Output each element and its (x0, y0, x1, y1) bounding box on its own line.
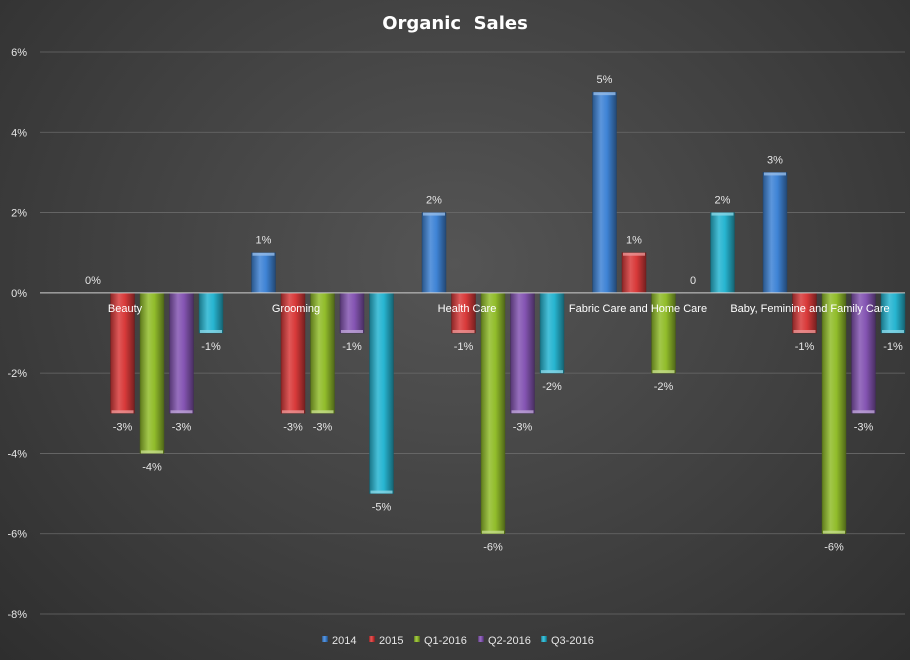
y-tick-label: 0% (11, 288, 27, 300)
category-label: Fabric Care and Home Care (569, 303, 707, 315)
legend-label: 2014 (332, 635, 356, 647)
data-label: -2% (542, 381, 562, 393)
data-label: -1% (883, 341, 903, 353)
data-label: -1% (795, 341, 815, 353)
data-label: 1% (626, 235, 642, 247)
bar-cap (882, 330, 904, 333)
bar-cap (623, 252, 645, 256)
bar-q2-2016 (339, 292, 365, 334)
bar-2014 (421, 212, 447, 294)
data-label: 3% (767, 154, 783, 166)
bar-cap (311, 410, 334, 414)
legend: 2014 2015 Q1-2016 Q2-2016 Q3-2016 (322, 635, 594, 647)
data-label: -6% (483, 542, 503, 554)
bar-2015 (280, 292, 306, 414)
bar-cap (370, 490, 393, 494)
category-label: Baby, Feminine and Family Care (730, 303, 889, 315)
bar-cap (593, 92, 616, 96)
legend-label: Q3-2016 (551, 635, 594, 647)
data-label: -3% (172, 421, 192, 433)
bar-cap (793, 330, 816, 333)
bar-cap (852, 410, 875, 414)
bar-cap (541, 370, 563, 374)
bar-q2-2016 (510, 292, 535, 414)
legend-swatch-q3-2016 (541, 636, 547, 642)
legend-swatch-q2-2016 (478, 636, 484, 642)
data-label: 1% (256, 235, 272, 247)
y-axis-ticks: -8% -6% -4% -2% 0% 2% 4% 6% (7, 47, 27, 621)
bar-q2-2016 (851, 292, 876, 414)
bar-cap (823, 530, 845, 534)
bar-q3-2016 (369, 292, 394, 494)
bar-q1-2016 (651, 292, 676, 374)
data-label: -2% (654, 381, 674, 393)
bar-cap (511, 410, 534, 414)
y-tick-label: -6% (7, 529, 27, 541)
bar-q3-2016 (198, 292, 224, 334)
category-label: Health Care (438, 303, 497, 315)
chart-title: Organic Sales (382, 13, 528, 34)
bar-cap (652, 370, 675, 374)
legend-swatch-2014 (322, 636, 328, 642)
legend-swatch-2015 (369, 636, 375, 642)
bar-cap (482, 530, 504, 534)
data-label: 2% (426, 195, 442, 207)
bar-cap (711, 212, 734, 216)
bar-q1-2016 (480, 292, 506, 534)
legend-label: Q1-2016 (424, 635, 467, 647)
data-label: -3% (513, 421, 533, 433)
bar-2015 (621, 252, 647, 294)
data-label: -4% (142, 461, 162, 473)
bar-cap (170, 410, 193, 414)
y-tick-label: 2% (11, 208, 27, 220)
bar-cap (423, 212, 445, 216)
bar-q1-2016 (821, 292, 847, 534)
category-label: Beauty (108, 303, 143, 315)
data-label: -1% (342, 341, 362, 353)
y-tick-label: 6% (11, 47, 27, 59)
bar-q1-2016 (139, 292, 165, 454)
bar-2014 (592, 91, 617, 294)
bar-q3-2016 (710, 212, 735, 294)
bar-2014 (251, 252, 276, 294)
data-label: -1% (201, 341, 221, 353)
bar-cap (200, 330, 222, 333)
data-label: 0 (690, 275, 696, 287)
bar-cap (452, 330, 475, 333)
bar-2014 (762, 172, 788, 294)
legend-label: Q2-2016 (488, 635, 531, 647)
bar-cap (111, 410, 134, 414)
bar-cap (341, 330, 363, 333)
category-label: Grooming (272, 303, 320, 315)
y-tick-label: 4% (11, 127, 27, 139)
bar-q3-2016 (539, 292, 565, 374)
y-tick-label: -4% (7, 448, 27, 460)
bar-cap (282, 410, 304, 414)
data-label: 2% (715, 195, 731, 207)
data-labels: 0%-3%-4%-3%-1%1%-3% -3%-1%-5%2%-1%-6%-3%-… (85, 74, 903, 554)
legend-label: 2015 (379, 635, 403, 647)
data-label: -3% (283, 421, 303, 433)
bar-q2-2016 (169, 292, 194, 414)
data-label: -5% (372, 502, 392, 514)
bar-cap (141, 450, 163, 454)
bar-2015 (792, 292, 817, 334)
category-labels: Beauty Grooming Health Care Fabric Care and… (108, 303, 890, 315)
data-label: 0% (85, 275, 101, 287)
data-label: -3% (854, 421, 874, 433)
legend-swatch-q1-2016 (414, 636, 420, 642)
data-label: -3% (113, 421, 133, 433)
data-label: -6% (824, 542, 844, 554)
bars (110, 91, 906, 534)
bar-cap (252, 252, 275, 256)
data-label: -3% (313, 421, 333, 433)
bar-cap (764, 172, 786, 176)
data-label: 5% (597, 74, 613, 86)
bar-2015 (451, 292, 476, 334)
y-tick-label: -2% (7, 368, 27, 380)
data-label: -1% (454, 341, 474, 353)
y-tick-label: -8% (7, 609, 27, 621)
